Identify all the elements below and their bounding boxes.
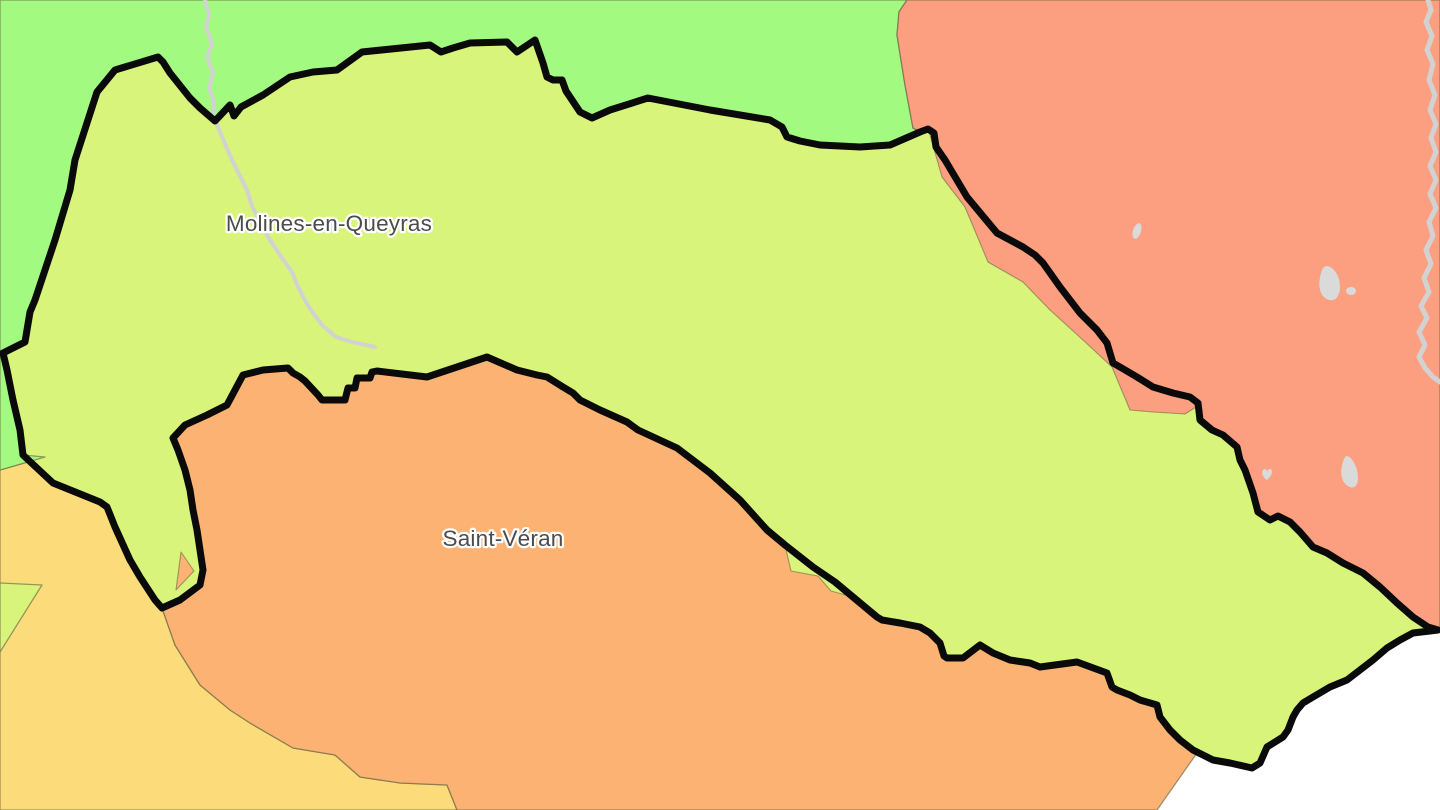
river-line-east	[1416, 0, 1440, 385]
glacier-patch	[1132, 223, 1142, 239]
glacier-patch	[1319, 266, 1340, 301]
commune-label-saint-veran: Saint-Véran	[442, 526, 563, 551]
glacier-patch	[1346, 287, 1356, 295]
selected-commune-outline	[0, 36, 1440, 772]
glacier-patch	[1262, 469, 1272, 480]
region-molines-en-queyras[interactable]	[3, 40, 1438, 768]
glacier-patch	[1341, 456, 1358, 488]
orange-prong-sliver	[175, 551, 195, 591]
river-line-west	[203, 0, 377, 349]
hydrography-layer	[203, 0, 1440, 385]
glacier-layer	[1132, 223, 1358, 488]
region-left-edge-wedge[interactable]	[0, 582, 43, 653]
labels-layer: Molines-en-Queyras Saint-Véran	[224, 209, 566, 554]
commune-label-molines: Molines-en-Queyras	[226, 211, 432, 236]
